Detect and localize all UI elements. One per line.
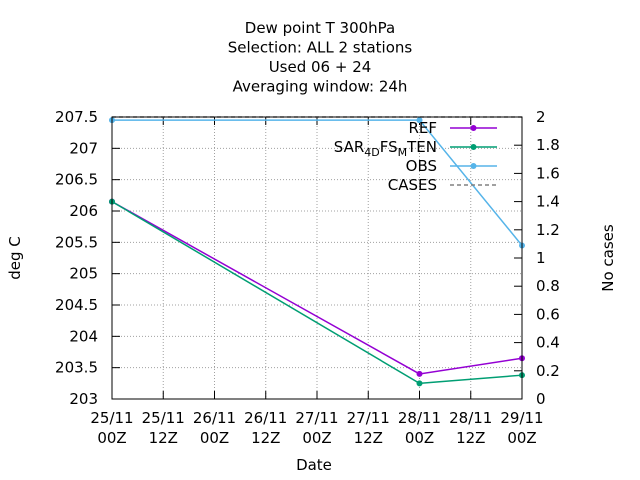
x-tick-label-date: 26/11 bbox=[193, 409, 236, 427]
y-axis: 203 203.5 204 204.5 205 205.5 206 206.5 207 207.5 bbox=[55, 108, 120, 408]
x-tick-label-hour: 12Z bbox=[354, 429, 383, 447]
legend-label: REF bbox=[408, 119, 437, 137]
y2-tick-label: 1.8 bbox=[536, 136, 560, 154]
x-tick-label-date: 25/11 bbox=[142, 409, 185, 427]
x-tick-label-hour: 12Z bbox=[456, 429, 485, 447]
y2-tick-label: 1.4 bbox=[536, 193, 560, 211]
y-tick-label: 206 bbox=[69, 202, 98, 220]
series-point bbox=[416, 370, 423, 377]
y2-tick-label: 0 bbox=[536, 390, 546, 408]
series-point bbox=[416, 117, 423, 124]
legend-label-part: M bbox=[398, 146, 408, 159]
y2-tick-label: 2 bbox=[536, 108, 546, 126]
y-tick-label: 205.5 bbox=[55, 233, 98, 251]
y2-axis-title: No cases bbox=[599, 224, 617, 292]
legend-marker bbox=[470, 144, 477, 150]
y-tick-label: 203 bbox=[69, 390, 98, 408]
y2-tick-label: 1 bbox=[536, 249, 546, 267]
y2-tick-label: 0.2 bbox=[536, 362, 560, 380]
y2-tick-label: 0.6 bbox=[536, 305, 560, 323]
y-tick-label: 204.5 bbox=[55, 296, 98, 314]
legend-label-part: 4 bbox=[364, 146, 371, 159]
title-line: Selection: ALL 2 stations bbox=[228, 39, 413, 57]
x-tick-label-date: 25/11 bbox=[90, 409, 133, 427]
x-tick-label-hour: 12Z bbox=[149, 429, 178, 447]
x-tick-label-date: 28/11 bbox=[398, 409, 441, 427]
x-axis-title: Date bbox=[296, 456, 332, 474]
y-axis-title: deg C bbox=[6, 236, 24, 280]
x-tick-label-hour: 12Z bbox=[251, 429, 280, 447]
x-axis: 25/11 00Z 25/11 12Z 26/11 00Z 26/11 12Z 27/11 00Z… bbox=[90, 117, 544, 447]
x-tick-label-hour: 00Z bbox=[405, 429, 434, 447]
title-line: Dew point T 300hPa bbox=[245, 19, 395, 37]
y-tick-label: 207 bbox=[69, 139, 98, 157]
x-tick-label-date: 28/11 bbox=[449, 409, 492, 427]
legend-marker bbox=[470, 163, 477, 169]
title-line: Averaging window: 24h bbox=[233, 78, 408, 96]
legend-label: CASES bbox=[388, 176, 437, 194]
legend-marker bbox=[470, 125, 477, 131]
series-point bbox=[416, 380, 423, 387]
y2-tick-label: 1.6 bbox=[536, 164, 560, 182]
x-tick-label-date: 27/11 bbox=[347, 409, 390, 427]
legend-label: OBS bbox=[406, 157, 437, 175]
y2-axis: 0 0.2 0.4 0.6 0.8 1 1.2 1.4 1.6 1.8 2 bbox=[514, 108, 560, 408]
x-tick-label-hour: 00Z bbox=[507, 429, 536, 447]
y-tick-label: 205 bbox=[69, 265, 98, 283]
x-tick-label-hour: 00Z bbox=[302, 429, 331, 447]
y-tick-label: 206.5 bbox=[55, 171, 98, 189]
grid bbox=[112, 117, 522, 399]
title-line: Used 06 + 24 bbox=[269, 58, 372, 76]
x-tick-label-date: 27/11 bbox=[295, 409, 338, 427]
legend-label: SAR4DFSMTEN bbox=[334, 138, 437, 159]
y-tick-label: 204 bbox=[69, 327, 98, 345]
y-tick-label: 207.5 bbox=[55, 108, 98, 126]
x-tick-label-date: 29/11 bbox=[500, 409, 543, 427]
legend-label-part: D bbox=[371, 146, 379, 159]
y-tick-label: 203.5 bbox=[55, 359, 98, 377]
chart-title: Dew point T 300hPa Selection: ALL 2 stati… bbox=[228, 19, 413, 96]
y2-tick-label: 0.4 bbox=[536, 334, 560, 352]
y2-tick-label: 1.2 bbox=[536, 221, 560, 239]
x-tick-label-hour: 00Z bbox=[97, 429, 126, 447]
legend-label-part: FS bbox=[380, 138, 398, 156]
x-tick-label-hour: 00Z bbox=[200, 429, 229, 447]
plot-frame bbox=[111, 116, 523, 400]
legend-label-part: TEN bbox=[406, 138, 437, 156]
legend-label-part: SAR bbox=[334, 138, 364, 156]
y2-tick-label: 0.8 bbox=[536, 277, 560, 295]
x-tick-label-date: 26/11 bbox=[244, 409, 287, 427]
